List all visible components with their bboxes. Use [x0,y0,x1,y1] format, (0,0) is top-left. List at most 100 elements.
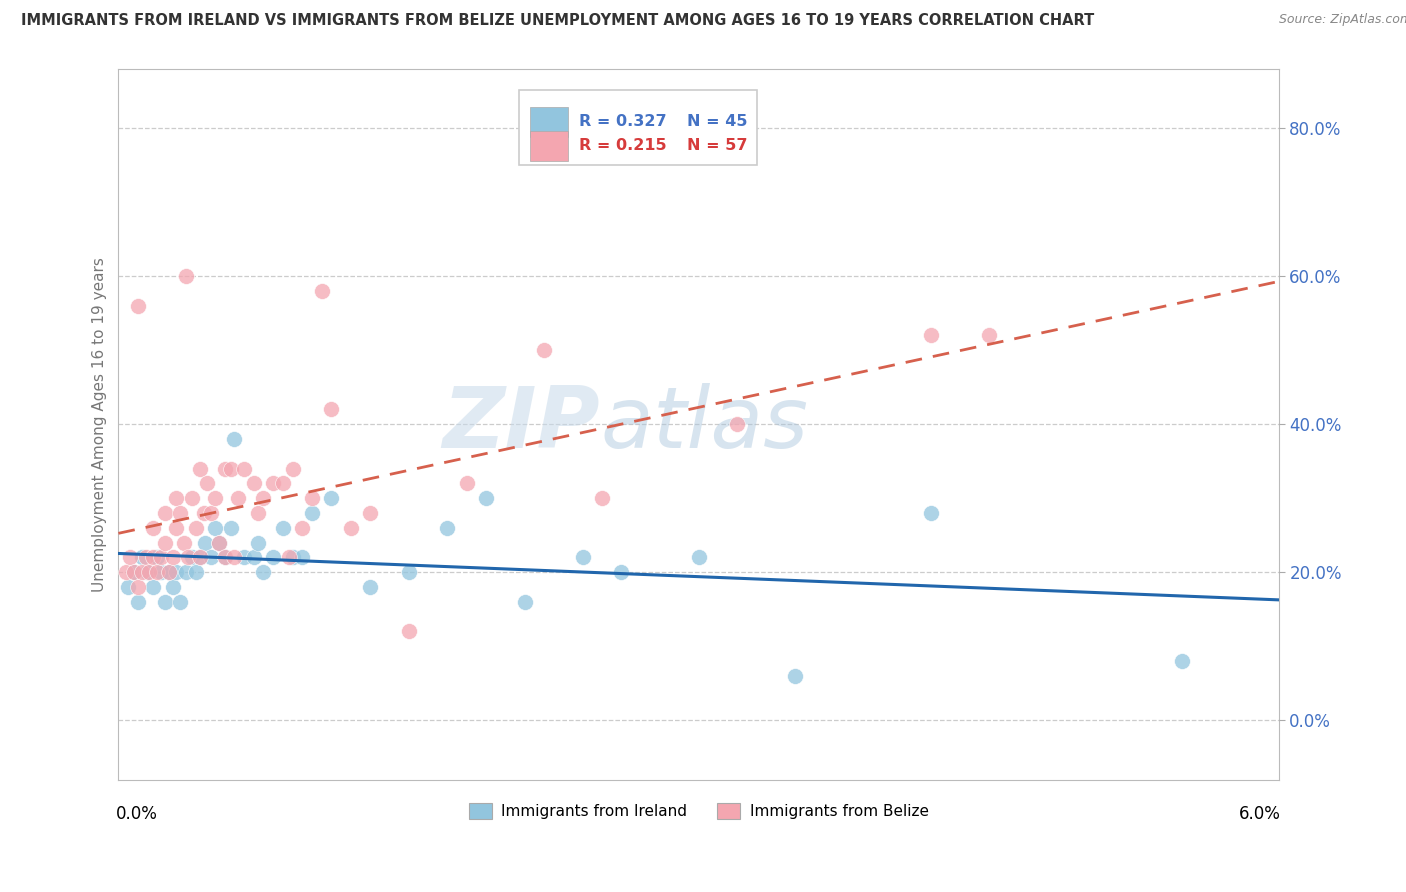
Point [146,550,169,565]
Point [157,565,180,579]
Text: ZIP: ZIP [443,383,600,466]
Point [277,550,299,565]
Point [281,461,304,475]
Point [359,580,381,594]
Text: IMMIGRANTS FROM IRELAND VS IMMIGRANTS FROM BELIZE UNEMPLOYMENT AMONG AGES 16 TO : IMMIGRANTS FROM IRELAND VS IMMIGRANTS FR… [21,13,1094,29]
Point [571,550,593,565]
Legend: Immigrants from Ireland, Immigrants from Belize: Immigrants from Ireland, Immigrants from… [463,797,935,825]
Point [138,565,160,579]
Point [184,521,207,535]
Point [271,476,294,491]
Point [188,461,211,475]
Point [153,595,176,609]
Point [219,461,242,475]
Point [136,565,159,579]
Point [131,565,153,579]
Point [153,506,176,520]
Text: 0.0%: 0.0% [117,805,157,822]
Point [184,565,207,579]
Point [204,521,226,535]
Point [301,506,323,520]
Point [142,521,165,535]
Point [188,550,211,565]
Point [150,565,173,579]
Point [214,550,236,565]
Point [127,595,149,609]
Point [291,550,314,565]
Point [197,476,219,491]
Point [281,550,304,565]
Point [122,565,145,579]
Point [214,461,236,475]
Point [725,417,748,431]
Point [610,565,633,579]
Point [513,595,536,609]
Point [193,506,215,520]
Point [398,624,420,639]
Point [118,550,141,565]
Point [150,550,173,565]
Point [214,550,236,565]
Point [194,535,217,549]
Point [977,328,1000,343]
Point [188,550,211,565]
Point [208,535,231,549]
Point [208,535,231,549]
Text: atlas: atlas [600,383,808,466]
Point [591,491,613,505]
Text: R = 0.327: R = 0.327 [579,114,666,129]
FancyBboxPatch shape [530,131,568,161]
Point [115,565,138,579]
Point [246,506,269,520]
Point [174,565,197,579]
Point [228,491,250,505]
Point [688,550,710,565]
Point [262,476,284,491]
Point [339,521,361,535]
Text: 6.0%: 6.0% [1239,805,1281,822]
Point [233,550,256,565]
Point [181,491,204,505]
Point [785,669,807,683]
Point [142,550,165,565]
Point [252,565,274,579]
Point [243,550,266,565]
Point [131,550,153,565]
Point [166,521,188,535]
Point [533,343,555,357]
Point [181,550,204,565]
Point [157,565,180,579]
Point [177,550,200,565]
Point [398,565,420,579]
Point [162,550,184,565]
Point [117,580,139,594]
FancyBboxPatch shape [519,90,756,164]
Point [146,565,169,579]
Point [311,284,333,298]
Point [252,491,274,505]
Point [262,550,284,565]
Point [301,491,323,505]
Point [169,506,191,520]
Text: Source: ZipAtlas.com: Source: ZipAtlas.com [1279,13,1406,27]
Point [321,402,343,417]
Point [173,535,195,549]
Point [122,565,145,579]
Point [359,506,381,520]
Point [224,550,246,565]
Point [920,506,942,520]
Point [200,550,222,565]
Point [127,580,149,594]
Point [174,268,197,283]
Point [162,580,184,594]
Point [436,521,458,535]
Point [204,491,226,505]
Point [475,491,498,505]
Point [166,565,188,579]
Point [243,476,266,491]
Point [246,535,269,549]
Point [200,506,222,520]
Y-axis label: Unemployment Among Ages 16 to 19 years: Unemployment Among Ages 16 to 19 years [93,257,107,591]
Point [219,521,242,535]
Point [127,299,149,313]
